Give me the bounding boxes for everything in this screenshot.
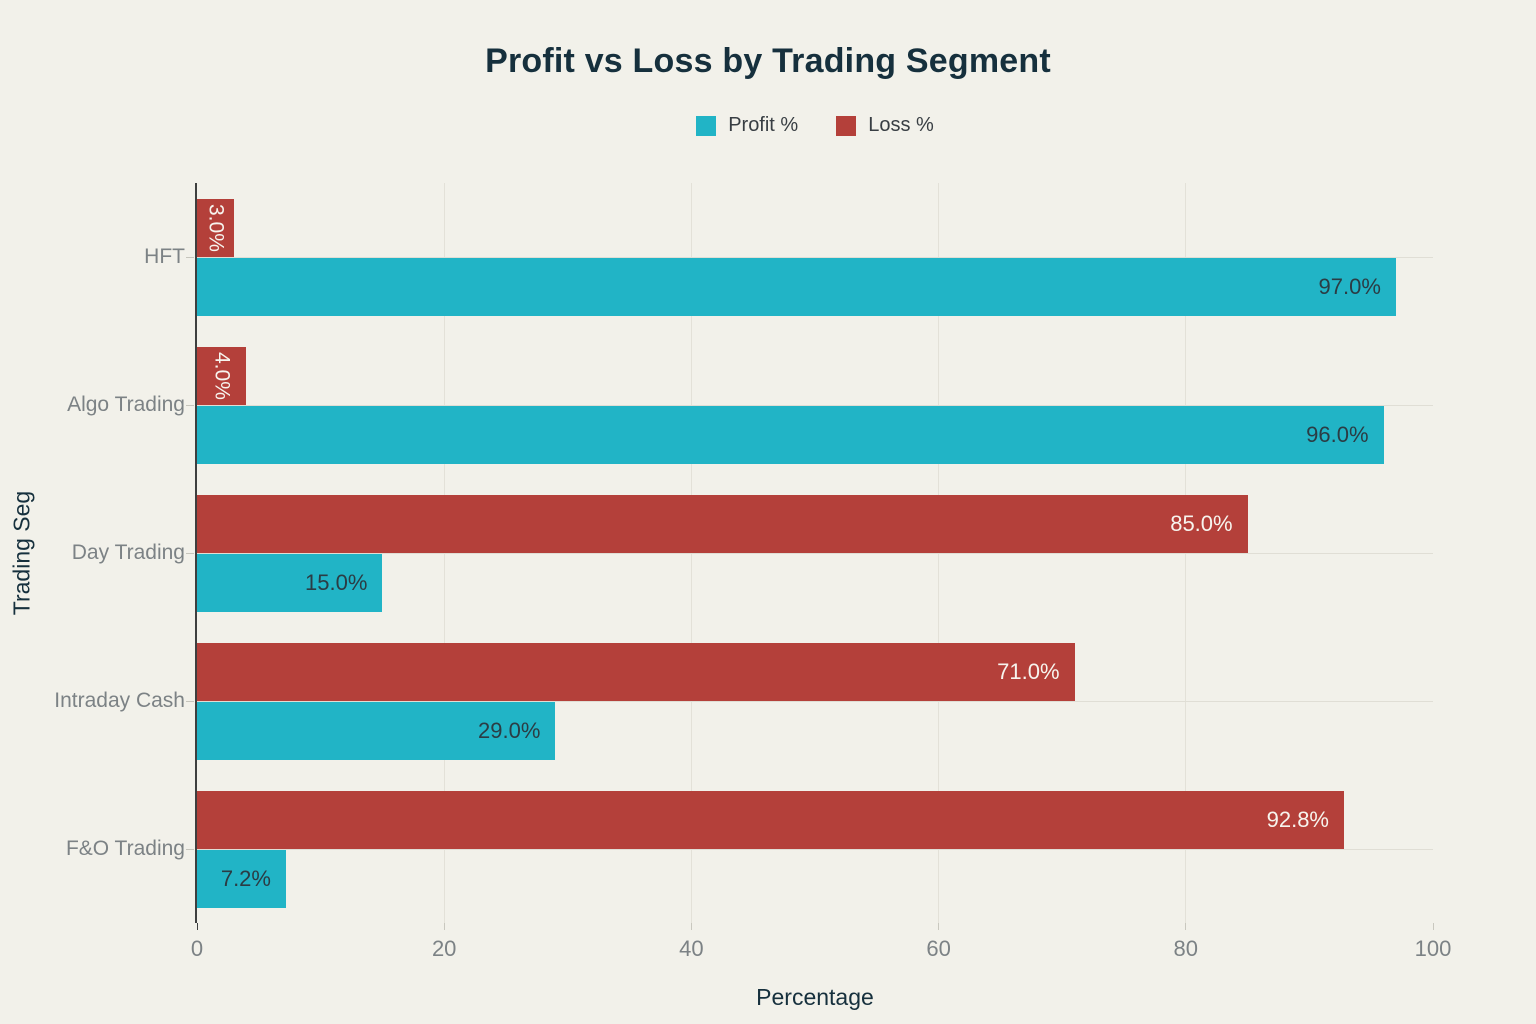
y-axis-title: Trading Seg bbox=[8, 490, 35, 616]
bar-profit-f-o-trading[interactable] bbox=[197, 849, 286, 908]
bar-profit-algo-trading[interactable] bbox=[197, 405, 1384, 464]
x-tick-label-0: 0 bbox=[190, 936, 204, 961]
x-tick-label-100: 100 bbox=[1414, 936, 1452, 961]
category-gridline-day-trading bbox=[197, 552, 1433, 554]
legend-swatch-loss-icon bbox=[836, 115, 857, 136]
x-tick-80 bbox=[1185, 923, 1187, 930]
category-gridline-f-o-trading bbox=[197, 848, 1433, 850]
bar-profit-hft[interactable] bbox=[197, 257, 1396, 316]
category-label-hft: HFT bbox=[144, 245, 185, 268]
x-tick-label-40: 40 bbox=[679, 936, 704, 961]
bar-label: 15.0% bbox=[305, 569, 368, 595]
bar-label: 85.0% bbox=[1170, 510, 1233, 536]
bar-loss-intraday-cash[interactable] bbox=[197, 642, 1075, 701]
category-gridline-intraday-cash bbox=[197, 700, 1433, 702]
bar-label: 4.0% bbox=[210, 351, 234, 400]
chart-title: Profit vs Loss by Trading Segment bbox=[485, 42, 1051, 80]
legend-item-profit[interactable]: Profit % bbox=[696, 114, 798, 137]
x-tick-40 bbox=[690, 923, 692, 930]
bar-label: 29.0% bbox=[478, 717, 541, 743]
x-tick-label-20: 20 bbox=[431, 936, 457, 961]
category-tick-algo-trading bbox=[186, 404, 194, 406]
category-tick-intraday-cash bbox=[186, 700, 194, 702]
legend-label-loss: Loss % bbox=[868, 114, 934, 136]
bar-loss-day-trading[interactable] bbox=[197, 494, 1248, 553]
plot-area: 0 20 40 60 80 100 HFT Algo Trading Day Trading In… bbox=[54, 183, 1451, 961]
category-gridline-algo-trading bbox=[197, 404, 1433, 406]
bar-loss-hft[interactable] bbox=[197, 198, 235, 257]
bar-profit-intraday-cash[interactable] bbox=[197, 701, 556, 760]
category-label-f-o-trading: F&O Trading bbox=[65, 837, 185, 860]
bar-profit-day-trading[interactable] bbox=[197, 553, 383, 612]
legend-item-loss[interactable]: Loss % bbox=[836, 114, 934, 137]
bar-label: 3.0% bbox=[204, 203, 228, 252]
y-axis-line bbox=[195, 183, 197, 923]
legend-label-profit: Profit % bbox=[728, 114, 799, 136]
x-tick-20 bbox=[443, 923, 445, 930]
category-label-algo-trading: Algo Trading bbox=[67, 393, 185, 416]
bar-label: 96.0% bbox=[1306, 421, 1369, 447]
category-gridline-hft bbox=[197, 256, 1433, 258]
category-label-intraday-cash: Intraday Cash bbox=[54, 689, 185, 712]
category-label-day-trading: Day Trading bbox=[71, 541, 185, 564]
category-tick-day-trading bbox=[186, 552, 194, 554]
legend: Profit % Loss % bbox=[197, 114, 1433, 137]
bar-label: 71.0% bbox=[997, 658, 1060, 684]
x-tick-100 bbox=[1432, 923, 1434, 930]
bar-label: 97.0% bbox=[1318, 273, 1381, 299]
bar-label: 92.8% bbox=[1266, 806, 1329, 832]
x-tick-label-60: 60 bbox=[926, 936, 951, 961]
x-axis-title: Percentage bbox=[756, 984, 874, 1010]
legend-swatch-profit-icon bbox=[696, 115, 717, 136]
category-tick-f-o-trading bbox=[186, 848, 194, 850]
bar-loss-algo-trading[interactable] bbox=[197, 346, 247, 405]
bar-label: 7.2% bbox=[220, 865, 271, 891]
category-tick-hft bbox=[186, 256, 194, 258]
x-tick-label-80: 80 bbox=[1173, 936, 1199, 961]
x-tick-0 bbox=[196, 923, 198, 930]
x-tick-60 bbox=[938, 923, 940, 930]
bar-loss-f-o-trading[interactable] bbox=[197, 790, 1344, 849]
